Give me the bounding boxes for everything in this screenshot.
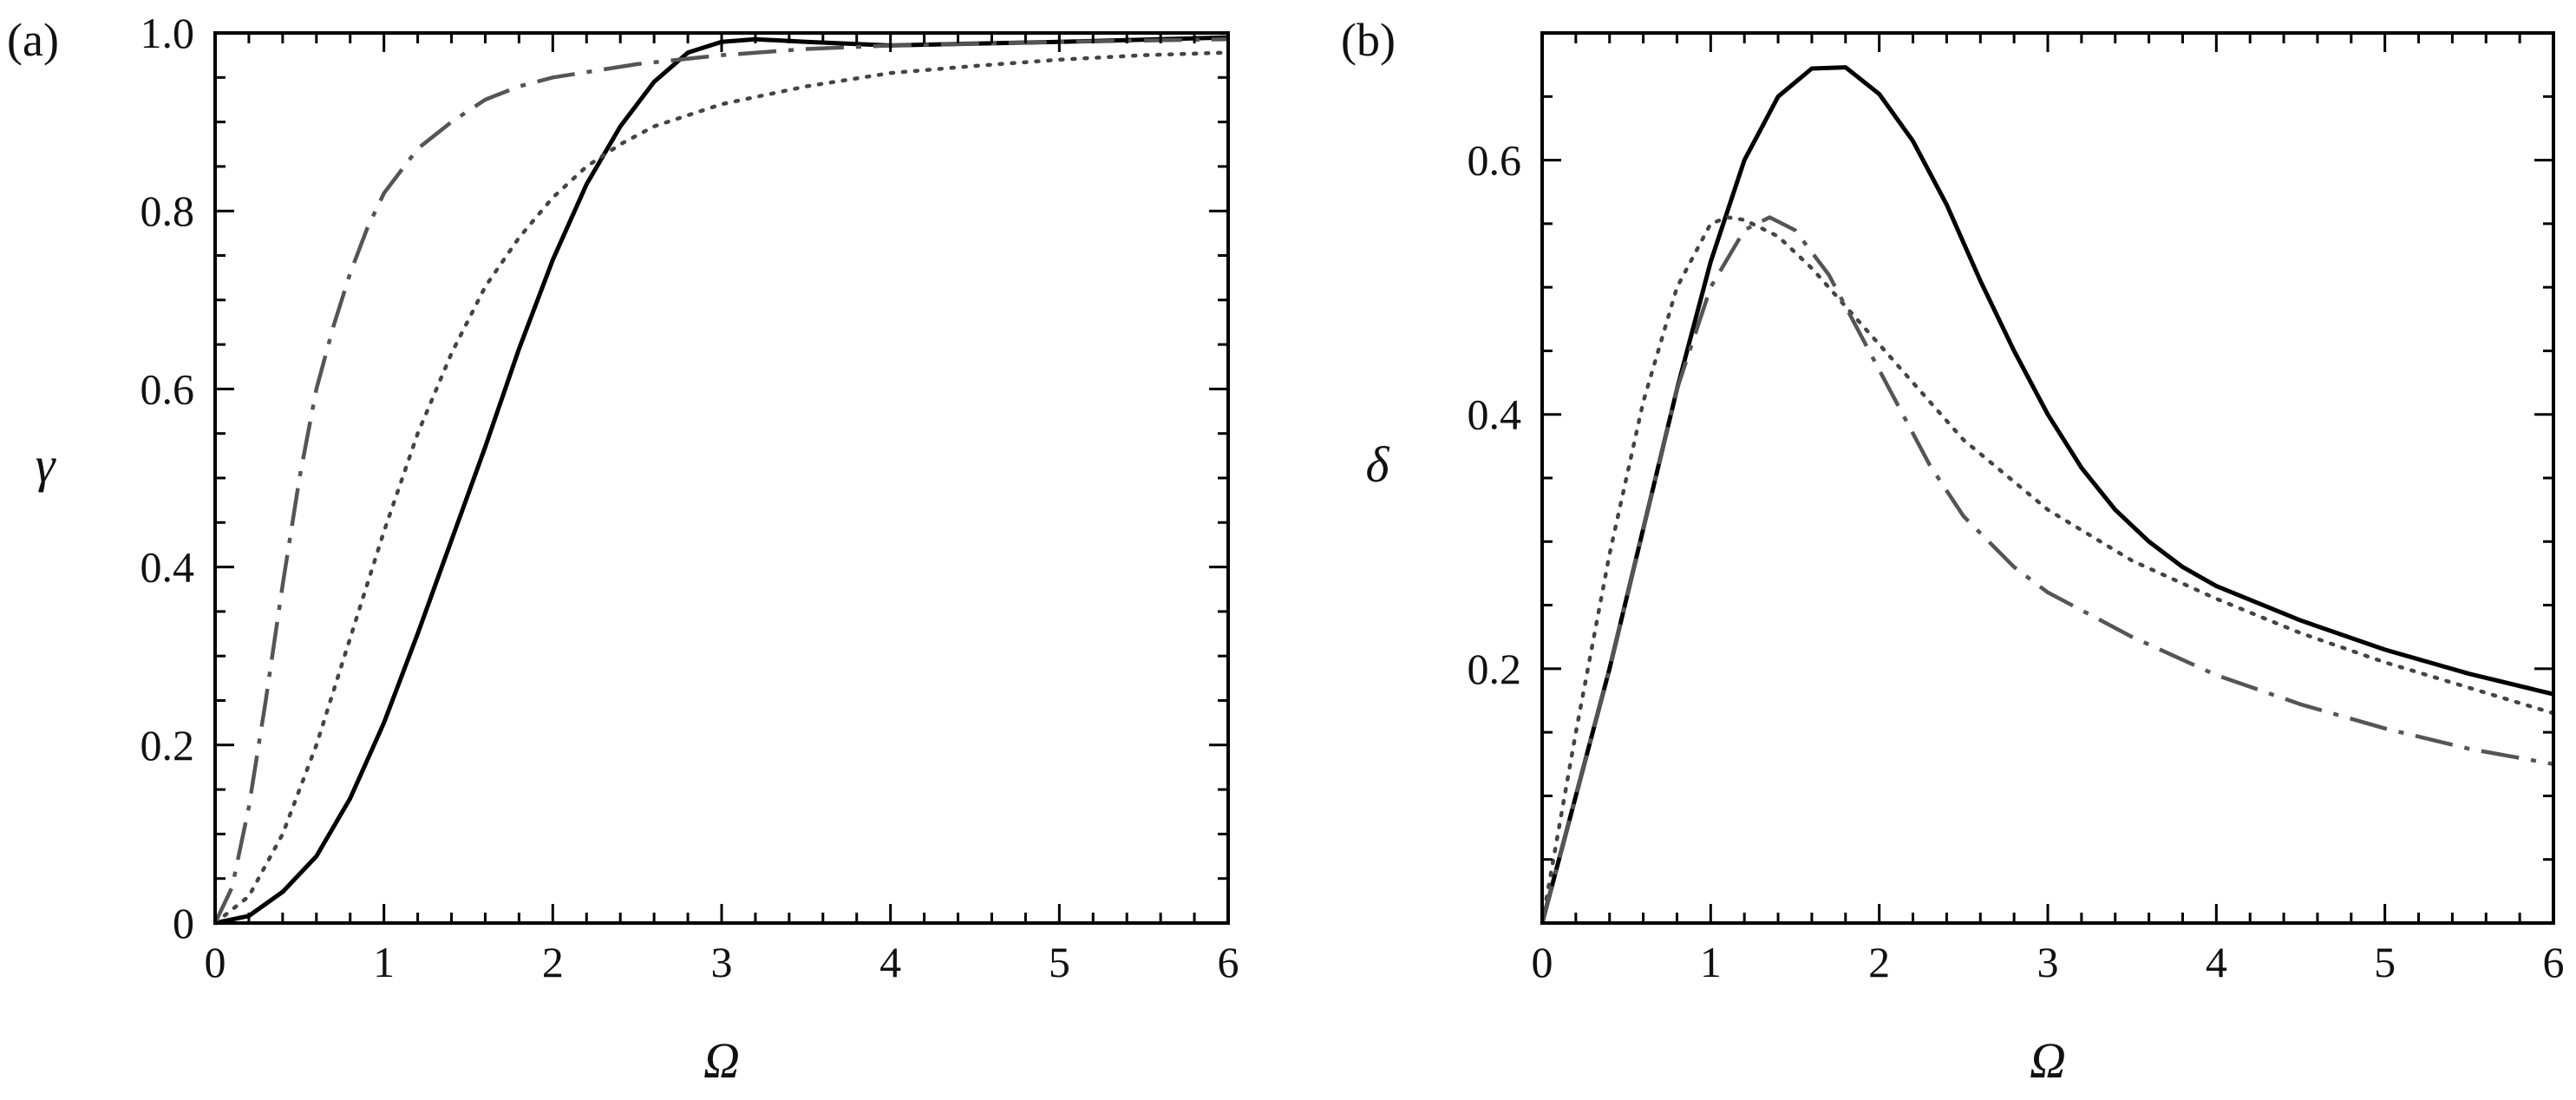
y-tick-label: 1.0 xyxy=(141,9,195,57)
x-tick-label: 5 xyxy=(2374,938,2396,986)
series-line-dotted xyxy=(212,50,1231,926)
x-tick-label: 3 xyxy=(711,938,733,986)
series-line-solid xyxy=(1540,65,2554,924)
x-tick-label: 4 xyxy=(879,938,901,986)
series-line-dashdot xyxy=(212,36,1229,924)
series-line-solid xyxy=(214,35,1229,926)
x-tick-label: 4 xyxy=(2206,938,2227,986)
x-tick-label: 6 xyxy=(2543,938,2565,986)
x-tick-label: 3 xyxy=(2037,938,2059,986)
y-tick-label: 0.6 xyxy=(1468,136,1522,185)
panel-label: (b) xyxy=(1341,14,1396,66)
y-tick-label: 0.2 xyxy=(141,721,195,769)
x-tick-label: 2 xyxy=(1868,938,1890,986)
y-tick-label: 0 xyxy=(173,899,194,947)
y-tick-label: 0.2 xyxy=(1468,645,1522,693)
plot-frame xyxy=(1540,31,2555,925)
y-tick-label: 0.6 xyxy=(141,364,195,413)
chart-panel-0: 0 1 2 3 4 5 6 0 0.2 0.4 0.6 0.8 1.0 Ωγ (a) xyxy=(7,9,1239,1089)
y-tick-label: 0.8 xyxy=(141,187,195,235)
series-line-dashdot xyxy=(1540,215,2554,924)
panel-label: (a) xyxy=(7,14,59,66)
series-line-dotted xyxy=(1540,215,2556,926)
x-tick-label: 2 xyxy=(542,938,564,986)
x-tick-label: 6 xyxy=(1218,938,1239,986)
x-tick-label: 5 xyxy=(1049,938,1070,986)
y-tick-label: 0.4 xyxy=(1468,390,1522,439)
chart-panel-1: 0 1 2 3 4 5 6 0.2 0.4 0.6 Ωδ (b) xyxy=(1341,14,2565,1089)
y-axis-label: δ xyxy=(1366,436,1390,493)
x-tick-label: 0 xyxy=(205,938,226,986)
x-tick-label: 1 xyxy=(1700,938,1722,986)
x-axis-label: Ω xyxy=(703,1032,740,1089)
x-tick-label: 0 xyxy=(1532,938,1553,986)
x-tick-label: 1 xyxy=(373,938,395,986)
y-axis-label: γ xyxy=(36,436,57,493)
plot-frame xyxy=(213,31,1230,925)
y-tick-label: 0.4 xyxy=(141,543,195,592)
x-axis-label: Ω xyxy=(2030,1032,2066,1089)
